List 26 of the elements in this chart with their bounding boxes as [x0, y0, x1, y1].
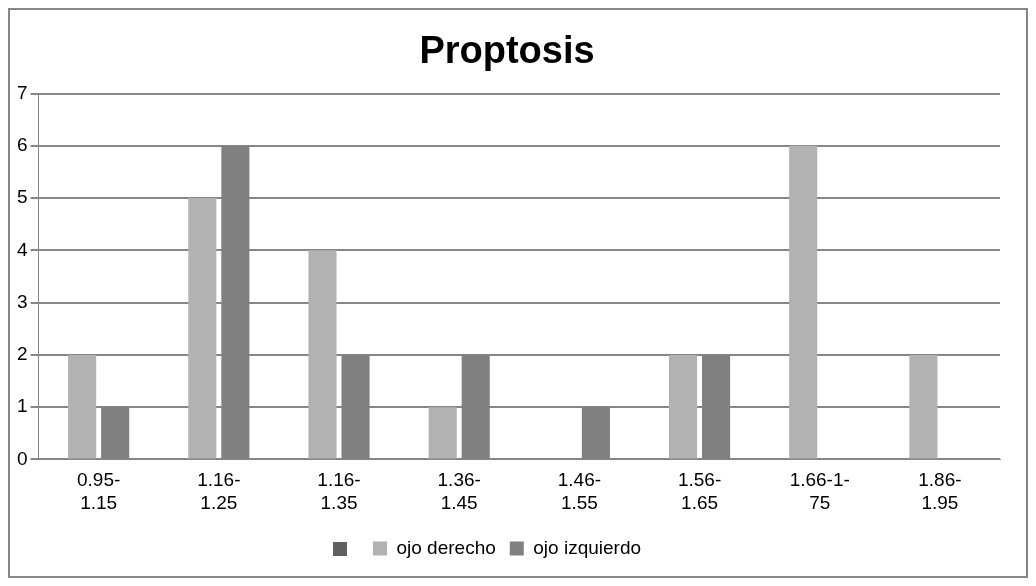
y-tick-label: 7: [16, 81, 28, 103]
y-tick-label: 5: [16, 186, 28, 208]
bar: [668, 354, 698, 459]
bar: [188, 198, 217, 459]
y-tick-label: 2: [16, 343, 28, 365]
x-tick-label: 1.36-1.45: [437, 469, 481, 513]
x-tick-label: 0.95-1.15: [77, 469, 121, 513]
x-tick-label: 1.16-1.35: [317, 469, 361, 513]
x-tick-label: 1.86-1.95: [918, 469, 962, 513]
x-tick-label: 1.16-1.25: [197, 469, 241, 513]
y-tick-label: 3: [16, 290, 28, 312]
x-tick-label: 1.46-1.55: [557, 469, 602, 513]
y-tick-label: 4: [16, 238, 28, 260]
y-tick-label: 0: [16, 447, 28, 469]
bar: [789, 145, 818, 459]
y-tick-label: 1: [16, 395, 28, 417]
x-tick-label: 1.66-1-75: [789, 469, 850, 513]
chart-title: Proptosis: [419, 29, 595, 72]
bar: [428, 407, 457, 459]
bar: [68, 354, 97, 459]
x-tick-label: 1.56-1.65: [677, 469, 722, 513]
bar: [308, 250, 337, 459]
legend-label: ojo izquierdo: [533, 536, 642, 558]
y-tick-label: 6: [16, 134, 28, 156]
legend-label: ojo derecho: [396, 536, 496, 558]
bar: [909, 354, 938, 459]
